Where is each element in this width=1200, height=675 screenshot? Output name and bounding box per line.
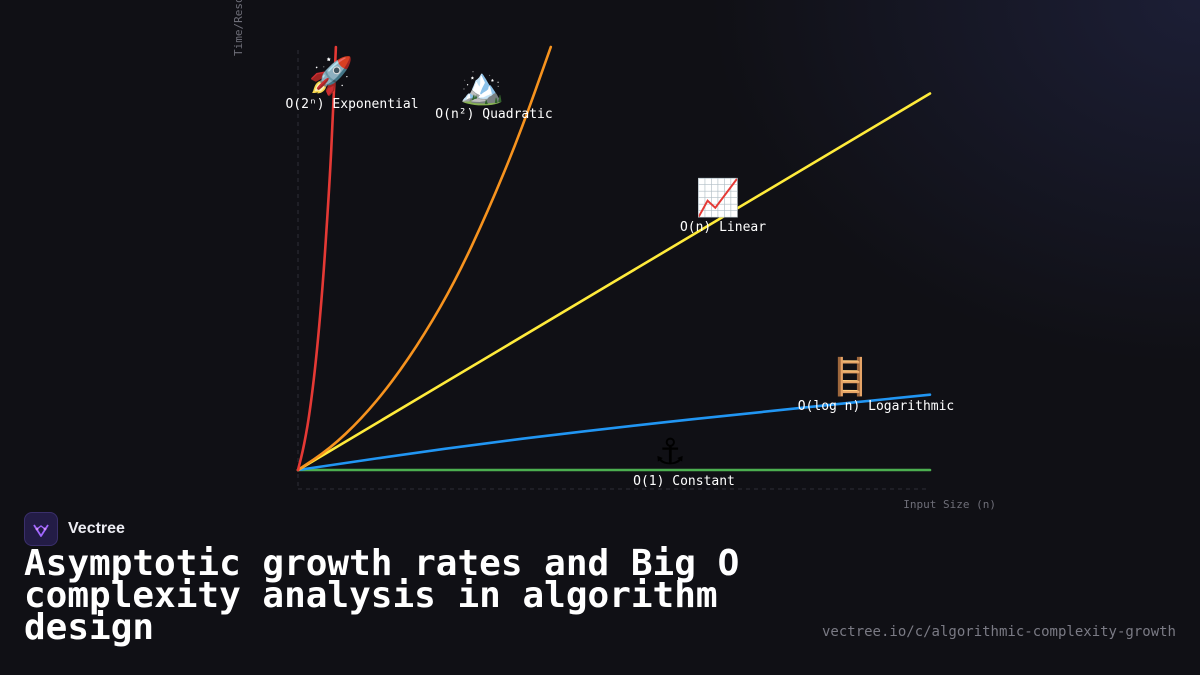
rocket-icon: 🚀 xyxy=(309,55,354,97)
source-url: vectree.io/c/algorithmic-complexity-grow… xyxy=(821,624,1176,640)
y-axis-label: Time/Resources xyxy=(232,0,245,56)
vectree-logo-icon xyxy=(24,512,58,546)
page-title: Asymptotic growth rates and Big O comple… xyxy=(24,543,740,648)
series-line-4 xyxy=(296,45,338,472)
chart-increasing-icon: 📈 xyxy=(696,177,741,219)
brand: Vectree xyxy=(24,512,125,546)
anchor-icon: ⚓ xyxy=(654,432,686,473)
series-label-2: O(n) Linear xyxy=(680,220,766,235)
series-label-4: O(2ⁿ) Exponential xyxy=(285,97,418,112)
series-line-1 xyxy=(296,393,932,472)
ladder-icon: 🪜 xyxy=(828,356,873,398)
series-line-3 xyxy=(296,45,553,472)
brand-name: Vectree xyxy=(68,520,125,537)
series-label-1: O(log n) Logarithmic xyxy=(798,399,955,414)
mountain-icon: 🏔️ xyxy=(460,66,505,107)
series-label-3: O(n²) Quadratic xyxy=(435,107,552,122)
series-layer: ⚓O(1) Constant 🪜O(log n) Logarithmic 📈O(n)… xyxy=(285,45,955,489)
x-axis-label: Input Size (n) xyxy=(903,498,996,511)
series-label-0: O(1) Constant xyxy=(633,474,735,489)
